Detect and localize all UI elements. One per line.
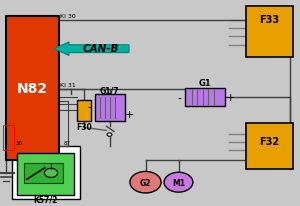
Circle shape bbox=[44, 169, 58, 178]
Text: -: - bbox=[177, 92, 181, 102]
Bar bbox=[246, 7, 292, 58]
Bar bbox=[24, 163, 63, 183]
Bar bbox=[76, 101, 91, 122]
Text: F30: F30 bbox=[76, 122, 92, 131]
Circle shape bbox=[164, 172, 193, 192]
Bar bbox=[6, 16, 59, 161]
Circle shape bbox=[107, 133, 112, 137]
Text: Kl 30: Kl 30 bbox=[60, 14, 76, 19]
Text: G2: G2 bbox=[140, 178, 151, 187]
Text: 30: 30 bbox=[16, 140, 23, 145]
Bar bbox=[246, 124, 292, 169]
Text: -: - bbox=[88, 101, 92, 111]
Bar bbox=[184, 89, 225, 106]
Text: Kl 31: Kl 31 bbox=[60, 83, 76, 88]
Bar bbox=[94, 95, 124, 122]
Bar bbox=[3, 126, 13, 150]
Text: +: + bbox=[226, 92, 235, 102]
Text: G1/7: G1/7 bbox=[100, 86, 119, 95]
Text: G1: G1 bbox=[198, 79, 211, 88]
FancyArrow shape bbox=[54, 43, 129, 56]
Text: +: + bbox=[124, 109, 134, 119]
Circle shape bbox=[130, 172, 161, 193]
Text: M1: M1 bbox=[172, 178, 185, 187]
Text: F33: F33 bbox=[259, 15, 279, 25]
Text: 87: 87 bbox=[64, 140, 71, 145]
Text: K57/2: K57/2 bbox=[33, 194, 57, 203]
Bar bbox=[16, 153, 74, 195]
Text: CAN-B: CAN-B bbox=[82, 44, 119, 54]
Bar bbox=[12, 146, 80, 199]
Text: F32: F32 bbox=[259, 137, 279, 147]
Text: N82: N82 bbox=[17, 82, 48, 96]
